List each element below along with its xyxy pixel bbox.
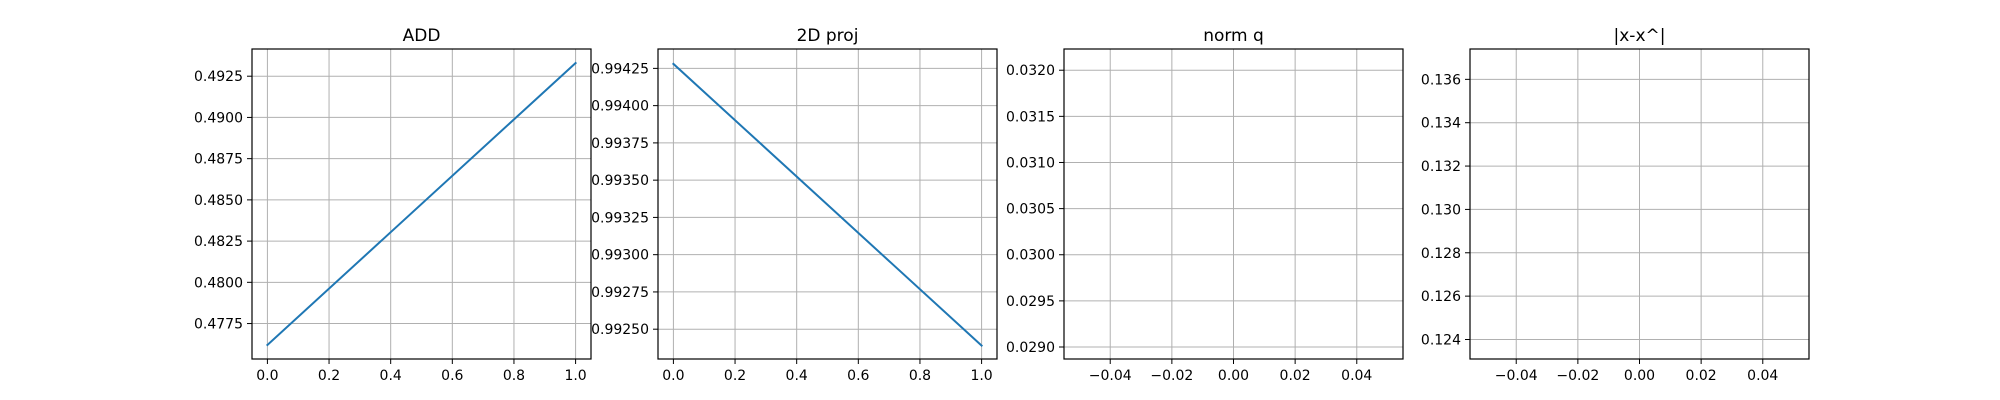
- x-tick-label: 0.0: [662, 368, 684, 384]
- y-tick-label: 0.0310: [1006, 155, 1055, 171]
- y-tick-label: 0.136: [1421, 72, 1461, 88]
- y-tick-label: 0.0290: [1006, 340, 1055, 356]
- x-tick-label: 0.4: [786, 368, 808, 384]
- x-tick-label: 0.02: [1280, 368, 1311, 384]
- x-tick-label: −0.04: [1495, 368, 1538, 384]
- x-tick-label: 1.0: [970, 368, 992, 384]
- chart-title: ADD: [403, 26, 441, 46]
- y-tick-label: 0.99325: [591, 210, 649, 226]
- chart-title: norm q: [1203, 26, 1264, 46]
- series-line: [671, 62, 984, 347]
- y-tick-label: 0.0300: [1006, 248, 1055, 264]
- y-tick-label: 0.4900: [194, 110, 243, 126]
- x-tick-label: −0.02: [1556, 368, 1599, 384]
- y-tick-label: 0.126: [1421, 289, 1461, 305]
- y-tick-label: 0.99275: [591, 285, 649, 301]
- y-tick-label: 0.130: [1421, 202, 1461, 218]
- y-tick-label: 0.99400: [591, 99, 649, 115]
- x-tick-label: 0.2: [318, 368, 340, 384]
- chart-title: |x-x^|: [1614, 26, 1666, 46]
- subplot-x-error: −0.04 −0.02 0.00 0.02 0.04 0.124 0.126 0.128 0.1…: [1421, 26, 1810, 384]
- y-tick-label: 0.4775: [194, 317, 243, 333]
- x-tick-label: 0.0: [256, 368, 278, 384]
- x-tick-label: 0.04: [1341, 368, 1372, 384]
- x-tick-label: 0.2: [724, 368, 746, 384]
- x-tick-label: −0.04: [1089, 368, 1132, 384]
- y-tick-label: 0.134: [1421, 116, 1461, 132]
- y-tick-label: 0.4825: [194, 234, 243, 250]
- y-tick-label: 0.99375: [591, 136, 649, 152]
- y-tick-label: 0.4875: [194, 152, 243, 168]
- x-tick-label: 0.04: [1747, 368, 1778, 384]
- x-tick-label: 0.6: [441, 368, 463, 384]
- y-tick-label: 0.99250: [591, 322, 649, 338]
- x-tick-label: 1.0: [564, 368, 586, 384]
- y-tick-label: 0.99425: [591, 61, 649, 77]
- y-tick-label: 0.4850: [194, 193, 243, 209]
- y-tick-label: 0.128: [1421, 246, 1461, 262]
- x-tick-label: 0.00: [1624, 368, 1655, 384]
- y-tick-label: 0.4925: [194, 69, 243, 85]
- subplot-norm-q: −0.04 −0.02 0.00 0.02 0.04 0.0290 0.0295 0.0300…: [1006, 26, 1404, 384]
- x-tick-label: 0.02: [1686, 368, 1717, 384]
- y-tick-label: 0.124: [1421, 332, 1461, 348]
- y-tick-label: 0.132: [1421, 159, 1461, 175]
- y-tick-label: 0.4800: [194, 275, 243, 291]
- axes-frame: [657, 48, 998, 360]
- y-tick-label: 0.99350: [591, 173, 649, 189]
- subplot-2d-proj: 0.0 0.2 0.4 0.6 0.8 1.0 0.99250 0.99275 0.99300 0…: [591, 26, 998, 384]
- y-tick-label: 0.0305: [1006, 202, 1055, 218]
- y-tick-label: 0.0320: [1006, 63, 1055, 79]
- axes-frame: [251, 48, 592, 360]
- y-tick-label: 0.99300: [591, 248, 649, 264]
- y-tick-label: 0.0315: [1006, 109, 1055, 125]
- subplot-add: 0.0 0.2 0.4 0.6 0.8 1.0 0.4775 0.4800 0.4825 0.48…: [194, 26, 592, 384]
- x-tick-label: 0.8: [503, 368, 525, 384]
- series-line: [265, 61, 578, 347]
- x-tick-label: 0.8: [909, 368, 931, 384]
- chart-title: 2D proj: [797, 26, 859, 46]
- x-tick-label: 0.6: [847, 368, 869, 384]
- x-tick-label: −0.02: [1150, 368, 1193, 384]
- x-tick-label: 0.00: [1218, 368, 1249, 384]
- y-tick-label: 0.0295: [1006, 294, 1055, 310]
- x-tick-label: 0.4: [380, 368, 402, 384]
